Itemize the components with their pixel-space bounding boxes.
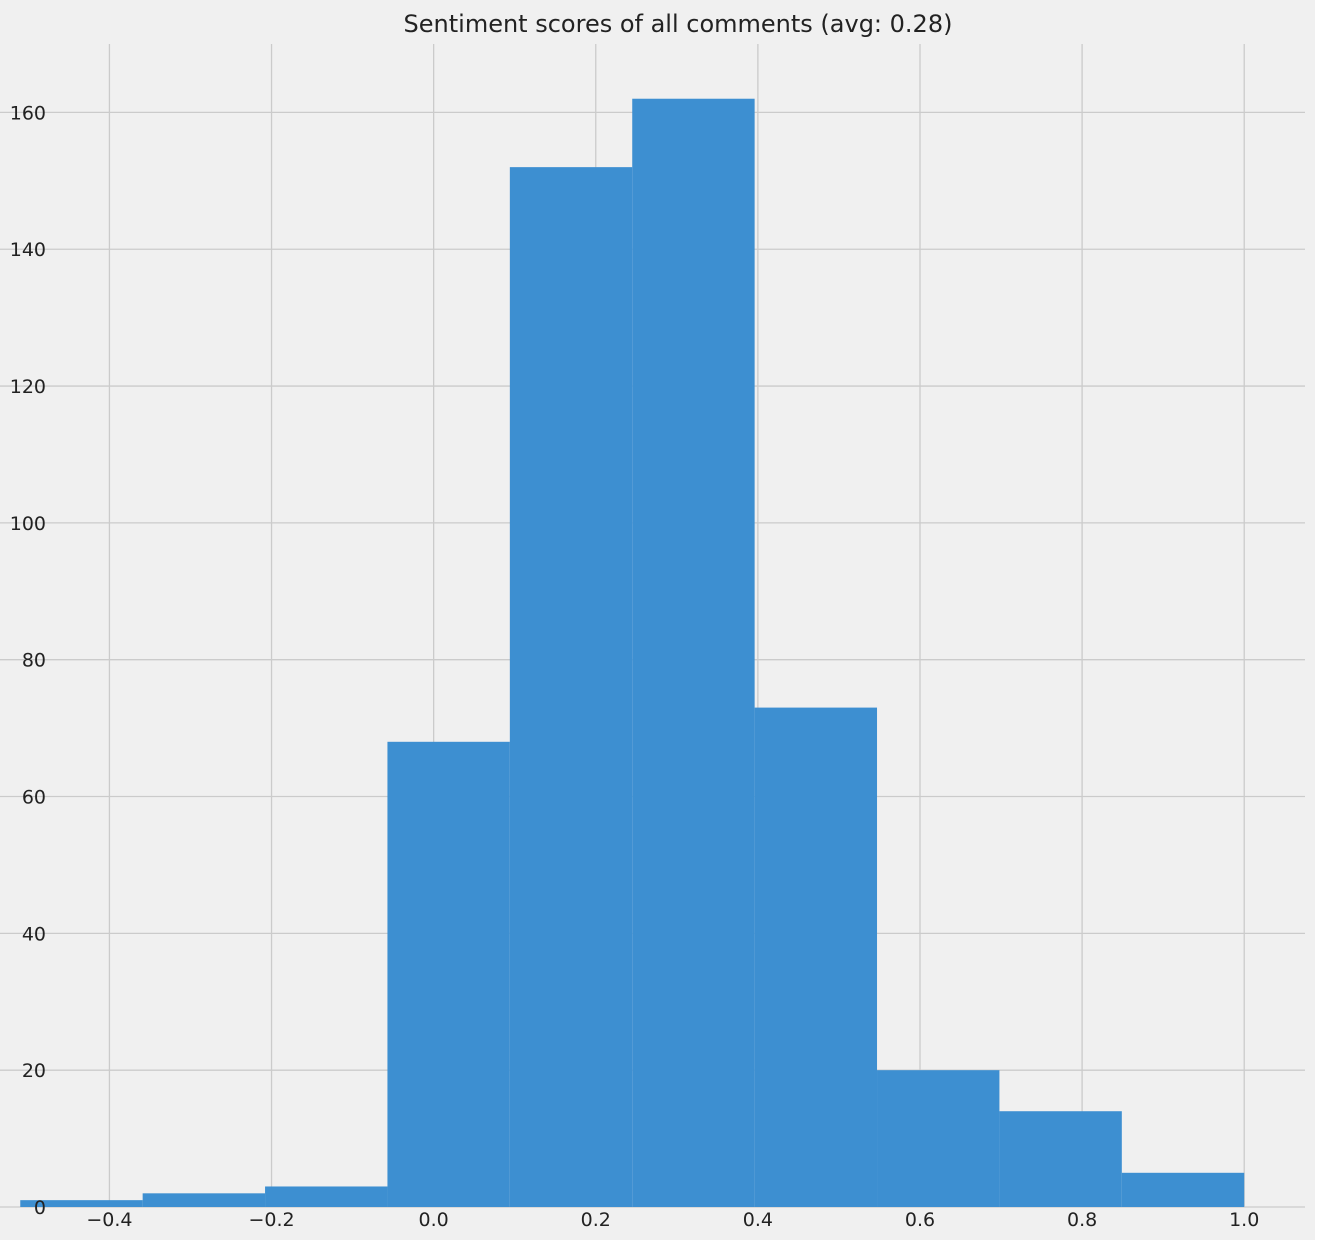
y-axis-ticks: 0 20 40 60 80 100 120 140 160: [10, 102, 46, 1219]
y-tick-label: 100: [10, 513, 46, 535]
histogram-bars: [20, 98, 1245, 1208]
chart-title: Sentiment scores of all comments (avg: 0…: [404, 10, 953, 38]
y-tick-label: 120: [10, 376, 46, 398]
y-tick-label: 160: [10, 102, 46, 124]
histogram-bar: [999, 1111, 1122, 1207]
x-tick-label: 0.6: [905, 1209, 935, 1231]
histogram-bar: [877, 1070, 1000, 1207]
histogram-bar: [387, 741, 510, 1207]
x-tick-label: 0.2: [581, 1209, 611, 1231]
histogram-bar: [1121, 1172, 1245, 1207]
histogram-bar: [265, 1186, 388, 1207]
x-tick-label: −0.2: [248, 1209, 294, 1231]
histogram-bar: [509, 167, 633, 1208]
histogram-bar: [632, 98, 755, 1208]
histogram-bar: [20, 1200, 143, 1207]
x-tick-label: 0.8: [1067, 1209, 1097, 1231]
y-tick-label: 0: [34, 1197, 46, 1219]
x-tick-label: −0.4: [86, 1209, 132, 1231]
histogram-bar: [754, 707, 878, 1207]
y-tick-label: 60: [22, 787, 46, 809]
x-tick-label: 0.0: [419, 1209, 449, 1231]
y-tick-label: 140: [10, 239, 46, 261]
y-tick-label: 40: [22, 923, 46, 945]
x-axis-ticks: −0.4 −0.2 0.0 0.2 0.4 0.6 0.8 1.0: [86, 1209, 1259, 1231]
x-tick-label: 0.4: [743, 1209, 773, 1231]
x-tick-label: 1.0: [1229, 1209, 1259, 1231]
y-tick-label: 80: [22, 650, 46, 672]
y-tick-label: 20: [22, 1060, 46, 1082]
histogram-bar: [142, 1193, 266, 1207]
